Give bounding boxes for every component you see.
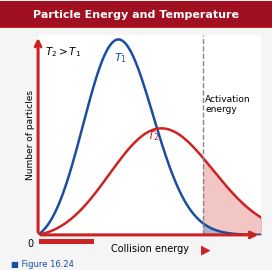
Text: Collision energy: Collision energy: [111, 244, 188, 254]
Text: ■ Figure 16.24: ■ Figure 16.24: [11, 260, 74, 269]
Text: 0: 0: [27, 239, 34, 249]
Text: Particle Energy and Temperature: Particle Energy and Temperature: [33, 10, 239, 20]
Text: Activation
energy: Activation energy: [205, 95, 251, 114]
Text: $T_2$: $T_2$: [147, 129, 160, 143]
Text: ▶: ▶: [201, 244, 211, 257]
Text: $T_1$: $T_1$: [114, 51, 127, 65]
Y-axis label: Number of particles: Number of particles: [26, 90, 35, 180]
Text: $T_2 > T_1$: $T_2 > T_1$: [45, 45, 81, 59]
